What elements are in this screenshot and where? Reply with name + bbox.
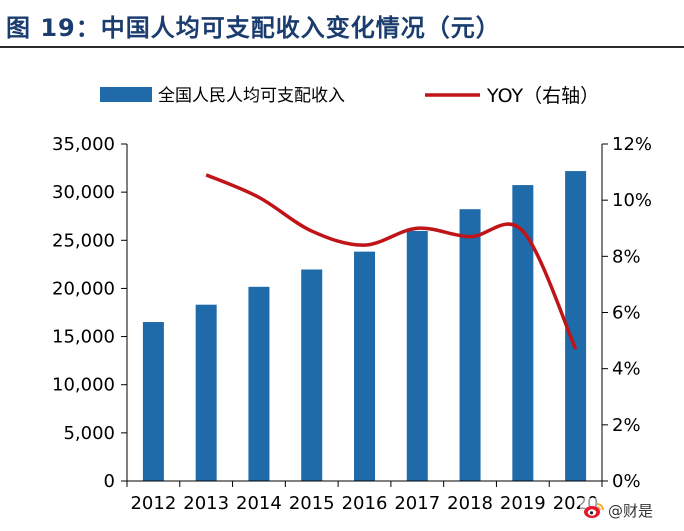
watermark: @财是 (580, 498, 657, 522)
income-bar-2016 (354, 251, 375, 481)
x-tick-label-2015: 2015 (289, 493, 335, 514)
left-tick-label: 30,000 (52, 182, 115, 203)
right-tick-label: 12% (612, 134, 652, 155)
income-bar-2020 (565, 171, 587, 481)
income-bar-2017 (406, 230, 428, 481)
watermark-text: @财是 (608, 501, 654, 520)
legend-line-label: YOY（右轴） (486, 85, 599, 107)
chart-title: 图 19：中国人均可支配收入变化情况（元） (6, 14, 501, 42)
legend: 全国人民人均可支配收入 YOY（右轴） (100, 85, 599, 107)
x-tick-label-2018: 2018 (447, 493, 493, 514)
right-tick-label: 10% (612, 190, 652, 211)
right-tick-label: 0% (612, 471, 641, 492)
x-tick-label-2016: 2016 (342, 493, 388, 514)
left-tick-label: 0 (104, 471, 115, 492)
right-tick-label: 8% (612, 246, 641, 267)
x-tick-label-2012: 2012 (130, 493, 176, 514)
legend-bar-swatch (100, 87, 152, 102)
right-tick-label: 2% (612, 415, 641, 436)
x-tick-label-2019: 2019 (500, 493, 546, 514)
income-bar-2015 (301, 269, 323, 481)
left-tick-label: 15,000 (52, 327, 115, 348)
x-tick-label-2013: 2013 (183, 493, 229, 514)
right-tick-label: 6% (612, 303, 641, 324)
sina-weibo-icon (584, 503, 604, 518)
left-tick-label: 25,000 (52, 230, 115, 251)
yoy-line (205, 173, 578, 350)
left-tick-label: 35,000 (52, 134, 115, 155)
income-bar-2018 (459, 209, 481, 481)
left-tick-label: 5,000 (63, 423, 115, 444)
income-bar-2013 (195, 304, 217, 481)
income-bar-2012 (142, 322, 164, 481)
left-tick-label: 10,000 (52, 375, 115, 396)
title-divider (0, 46, 684, 48)
legend-bar-label: 全国人民人均可支配收入 (158, 86, 345, 106)
x-tick-label-2014: 2014 (236, 493, 282, 514)
right-tick-label: 4% (612, 359, 641, 380)
x-tick-label-2017: 2017 (394, 493, 440, 514)
income-bar-2019 (512, 185, 534, 481)
income-bar-2014 (248, 286, 270, 481)
left-tick-label: 20,000 (52, 278, 115, 299)
